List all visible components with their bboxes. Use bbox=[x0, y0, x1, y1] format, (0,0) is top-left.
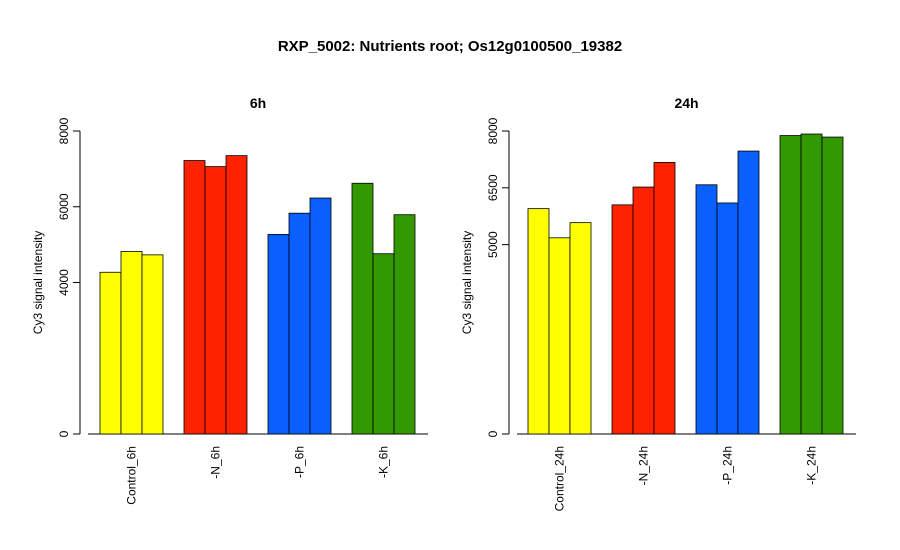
bar-0-2-1 bbox=[288, 212, 311, 435]
bar-0-3-1 bbox=[372, 253, 395, 435]
bar-1-1-0 bbox=[611, 204, 634, 435]
category-label-0-3: -K_6h bbox=[377, 446, 391, 478]
bar-1-0-0 bbox=[527, 208, 550, 435]
y-axis-label-0: Cy3 signal intensity bbox=[31, 231, 45, 334]
y-tick-label-1-1: 5000 bbox=[486, 231, 500, 258]
y-tick-label-1-0: 0 bbox=[486, 430, 500, 437]
panel-title-1: 24h bbox=[674, 95, 698, 111]
bar-1-2-1 bbox=[716, 202, 739, 435]
y-tick-label-0-3: 8000 bbox=[57, 117, 71, 144]
category-label-1-0: Control_24h bbox=[553, 446, 567, 511]
bar-0-3-0 bbox=[351, 182, 374, 435]
bar-0-0-0 bbox=[99, 271, 122, 435]
bar-1-3-1 bbox=[800, 133, 823, 435]
bar-1-0-1 bbox=[548, 237, 571, 435]
y-tick-label-1-3: 8000 bbox=[486, 117, 500, 144]
bar-1-2-0 bbox=[695, 184, 718, 435]
category-label-0-2: -P_6h bbox=[293, 446, 307, 478]
bar-0-3-2 bbox=[393, 214, 416, 435]
y-axis-label-1: Cy3 signal intensity bbox=[460, 231, 474, 334]
bar-0-2-0 bbox=[267, 233, 290, 435]
category-label-1-1: -N_24h bbox=[637, 446, 651, 485]
bar-0-1-1 bbox=[204, 166, 227, 435]
bar-0-2-2 bbox=[309, 197, 332, 435]
bar-1-1-1 bbox=[632, 186, 655, 435]
bar-1-2-2 bbox=[737, 150, 760, 435]
y-tick-label-0-0: 0 bbox=[57, 430, 71, 437]
bar-1-1-2 bbox=[653, 162, 676, 435]
bar-0-1-0 bbox=[183, 160, 206, 435]
y-tick-label-1-2: 6500 bbox=[486, 174, 500, 201]
category-label-1-2: -P_24h bbox=[721, 446, 735, 485]
bar-1-3-0 bbox=[779, 135, 802, 435]
bar-1-0-2 bbox=[569, 222, 592, 435]
y-tick-label-0-2: 6000 bbox=[57, 193, 71, 220]
bar-0-0-2 bbox=[141, 254, 164, 435]
figure-title: RXP_5002: Nutrients root; Os12g0100500_1… bbox=[277, 38, 623, 55]
category-label-0-0: Control_6h bbox=[125, 446, 139, 505]
category-label-0-1: -N_6h bbox=[209, 446, 223, 479]
bar-0-1-2 bbox=[225, 155, 248, 435]
bar-1-3-2 bbox=[821, 136, 844, 435]
panel-title-0: 6h bbox=[250, 95, 266, 111]
bar-0-0-1 bbox=[120, 251, 143, 435]
y-tick-label-0-1: 4000 bbox=[57, 269, 71, 296]
category-label-1-3: -K_24h bbox=[805, 446, 819, 485]
